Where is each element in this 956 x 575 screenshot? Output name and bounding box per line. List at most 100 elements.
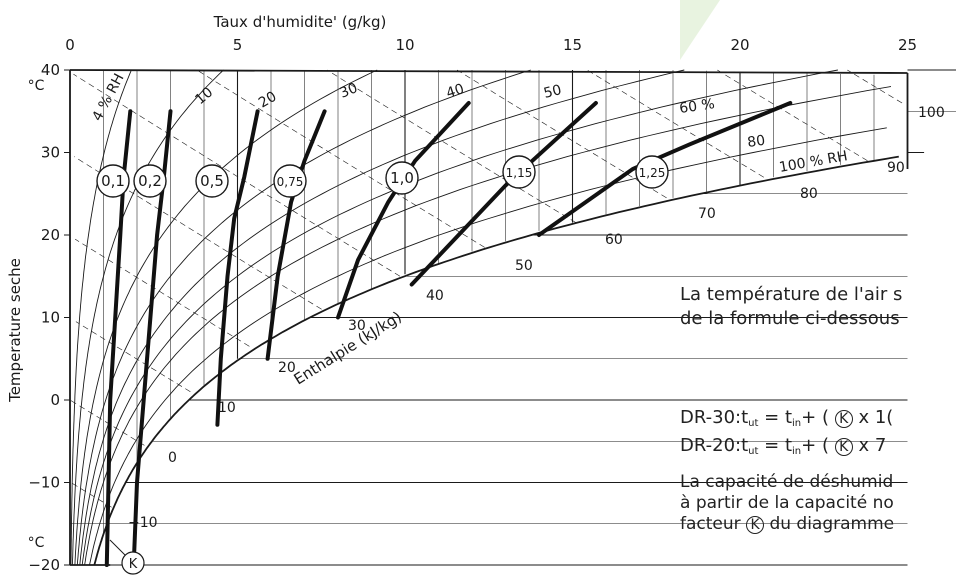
- k-factor-circle: [502, 155, 536, 189]
- k-symbol-circle: [121, 551, 145, 575]
- enthalpy-value-label: 50: [515, 258, 533, 274]
- x-tick-label: 10: [395, 36, 414, 54]
- y-unit-bottom: °C: [28, 535, 45, 551]
- rh-label: 10: [192, 84, 216, 108]
- k-symbol-leader: [109, 539, 126, 556]
- rh-curve-50: [81, 69, 838, 566]
- k-factor-label: 0,1: [101, 172, 125, 190]
- rh-label: 80: [746, 133, 766, 151]
- rh-label: 4 % RH: [89, 71, 127, 124]
- x-tick-label: 0: [65, 36, 75, 54]
- enthalpy-value-label: 80: [800, 186, 818, 202]
- k-factor-label: 0,5: [200, 172, 224, 190]
- enthalpy-value-label: 70: [698, 206, 716, 222]
- k-factor-circle: [385, 161, 419, 195]
- y-tick-label: 0: [50, 391, 60, 409]
- formula-dr20-suffix: + (: [801, 435, 835, 456]
- enthalpy-line: [196, 69, 485, 248]
- enthalpy-line: [74, 238, 250, 347]
- faint-watermark: [680, 0, 720, 60]
- k-curve-0-5: [215, 109, 260, 427]
- rh-label: 30: [338, 80, 361, 102]
- enthalpy-value-label: 40: [426, 288, 444, 304]
- k-circle-icon: K: [834, 438, 853, 456]
- x-axis-label: Taux d'humidite' (g/kg): [213, 13, 387, 31]
- formula-dr30-mid: = t: [758, 407, 793, 428]
- k-factor-circle: [195, 164, 229, 198]
- enthalpy-value-label: 0: [168, 450, 177, 466]
- formula-dr20: DR-20:tut = tin+ ( K x 7: [680, 435, 893, 463]
- rh-label: 40: [444, 81, 466, 102]
- k-factor-label: 0,75: [277, 175, 304, 189]
- formula-dr30: DR-30:tut = tin+ ( K x 1(: [680, 407, 893, 435]
- k-factor-circle: [273, 164, 307, 198]
- k-factor-label: 0,2: [138, 172, 162, 190]
- annotation-line-2: de la formule ci-dessous: [680, 308, 900, 329]
- x-tick-label: 25: [898, 36, 917, 54]
- enthalpy-value-label: 100: [918, 105, 945, 121]
- rh-label: 60 %: [678, 96, 715, 117]
- k-factor-circle: [635, 155, 669, 189]
- frame-layer: [64, 69, 909, 566]
- formula-dr30-prefix: DR-30:t: [680, 407, 749, 428]
- enthalpy-value-label: 30: [348, 318, 366, 334]
- x-tick-label: 20: [730, 36, 749, 54]
- x-tick-label: 15: [563, 36, 582, 54]
- formula-block: DR-30:tut = tin+ ( K x 1( DR-20:tut = ti…: [680, 407, 893, 463]
- y-tick-label: 20: [41, 226, 60, 244]
- k-curve-0-75: [265, 109, 327, 361]
- sub-in: in: [792, 446, 802, 457]
- enthalpy-line: [73, 73, 401, 277]
- y-tick-label: −20: [28, 556, 60, 574]
- top-frame-line: [69, 69, 908, 74]
- sub-ut: ut: [748, 446, 759, 457]
- x-tick-label: 5: [233, 36, 243, 54]
- k-curve-0-2: [131, 109, 173, 567]
- rh-curve-40: [79, 69, 685, 566]
- saturation-curve: [93, 155, 899, 566]
- k-factor-circle: [96, 164, 130, 198]
- capacity-line-2: à partir de la capacité no: [680, 493, 894, 513]
- formula-dr30-suffix: + (: [801, 407, 835, 428]
- enthalpy-line: [70, 482, 112, 508]
- rh-curve-4: [70, 69, 132, 565]
- rh-curve-20: [74, 69, 378, 566]
- k-factor-label: 1,25: [639, 166, 666, 180]
- enthalpy-line: [847, 69, 903, 104]
- rh-label: 50: [542, 82, 563, 102]
- k-curve-1-25: [537, 101, 793, 237]
- capacity-line-1: La capacité de déshumid: [680, 472, 894, 492]
- text-layer: 0 5 10 15 20 25 Taux d'humidite' (g/kg) 40 30 20 1…: [6, 13, 945, 575]
- k-circle-icon: K: [834, 410, 853, 428]
- formula-dr20-prefix: DR-20:t: [680, 435, 749, 456]
- k-curves-layer: [104, 101, 793, 567]
- formula-dr20-mid: = t: [758, 435, 793, 456]
- y-tick-label: 30: [41, 144, 60, 162]
- k-curve-0-1: [104, 109, 133, 567]
- k-factor-label: 1,0: [390, 169, 414, 187]
- k-curve-1-0: [336, 101, 471, 320]
- k-curve-1-15: [409, 101, 598, 287]
- y-unit-top: °C: [28, 78, 45, 94]
- formula-dr30-tail: x 1(: [852, 407, 894, 428]
- sub-ut: ut: [748, 418, 759, 429]
- capacity-note: La capacité de déshumid à partir de la c…: [680, 472, 894, 535]
- y-tick-label: −10: [28, 474, 60, 492]
- enthalpy-line: [587, 69, 764, 178]
- rh-curve-10: [71, 69, 224, 566]
- enthalpy-value-label: 90: [887, 160, 905, 176]
- k-factor-label: 1,15: [506, 166, 533, 180]
- y-axis-label: Temperature seche: [6, 258, 24, 403]
- sub-in: in: [792, 418, 802, 429]
- y-tick-label: 10: [41, 309, 60, 327]
- capacity-line-3: facteur K du diagramme: [680, 514, 894, 535]
- k-symbol-label: K: [129, 557, 138, 572]
- enthalpy-value-label: 20: [278, 360, 296, 376]
- formula-dr20-tail: x 7: [852, 435, 887, 456]
- rh-label: 20: [256, 89, 279, 112]
- enthalpy-line: [326, 69, 577, 223]
- k-factor-circle: [133, 164, 167, 198]
- enthalpy-value-label: 10: [218, 400, 236, 416]
- capacity-line-3-suffix: du diagramme: [764, 514, 895, 534]
